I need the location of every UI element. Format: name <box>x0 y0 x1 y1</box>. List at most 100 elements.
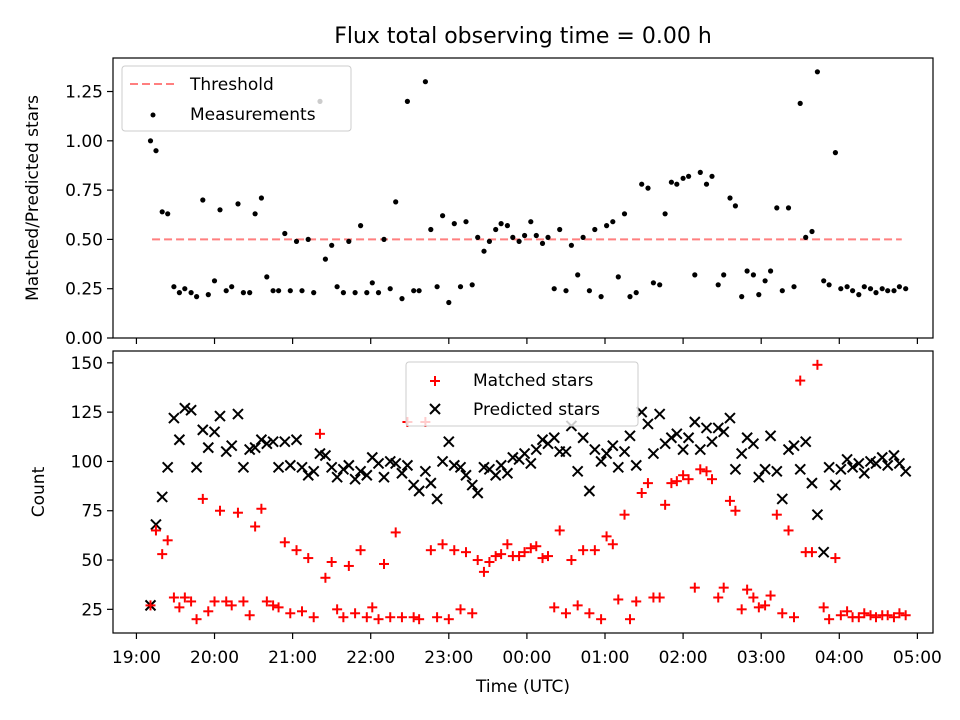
matched-star-point <box>285 608 296 619</box>
matched-star-point <box>894 608 905 619</box>
matched-star-point <box>432 612 443 623</box>
predicted-star-point <box>413 485 425 497</box>
top-x-ticks <box>135 338 918 344</box>
measurement-point <box>867 286 874 292</box>
matched-star-point <box>542 551 553 562</box>
matched-star-point <box>367 602 378 613</box>
predicted-star-point <box>272 461 285 474</box>
measurement-point <box>598 294 604 300</box>
predicted-star-point <box>161 461 174 474</box>
predicted-star-point <box>319 449 332 462</box>
predicted-star-point <box>771 465 783 478</box>
measurement-point <box>229 284 235 290</box>
measurement-point <box>176 290 182 296</box>
predicted-star-point <box>225 439 238 452</box>
predicted-star-point <box>343 459 355 472</box>
matched-star-point <box>859 608 870 619</box>
predicted-star-point <box>835 463 847 476</box>
measurement-point <box>329 242 335 248</box>
measurement-point <box>240 290 246 296</box>
measurement-point <box>369 280 375 286</box>
measurement-point <box>662 211 668 217</box>
measurement-point <box>404 98 410 104</box>
measurement-point <box>457 284 464 290</box>
predicted-star-point <box>354 465 367 478</box>
measurement-point <box>375 290 382 296</box>
matched-star-point <box>514 551 525 562</box>
predicted-star-point <box>249 441 261 454</box>
matched-star-point <box>654 592 665 603</box>
matched-star-point <box>320 572 331 583</box>
measurement-point <box>446 299 452 306</box>
measurement-point <box>650 280 657 286</box>
measurement-point <box>287 288 293 294</box>
bottom-y-tick-label: 75 <box>81 502 103 522</box>
predicted-star-point <box>853 457 865 470</box>
measurement-point <box>299 288 305 294</box>
measurement-point <box>797 100 803 106</box>
measurement-point <box>411 288 417 294</box>
matched-star-point <box>303 553 314 564</box>
matched-star-point <box>631 596 642 607</box>
measurement-point <box>493 226 499 233</box>
x-tick-label: 21:00 <box>268 648 317 668</box>
matched-star-point <box>414 614 425 625</box>
matched-star-point <box>250 521 261 532</box>
measurement-point <box>539 240 546 246</box>
matched-star-point <box>812 359 823 370</box>
measurement-point <box>686 173 692 179</box>
top-plot-area <box>147 69 909 306</box>
measurement-point <box>358 223 364 229</box>
measurement-point <box>850 288 856 294</box>
predicted-star-point <box>811 508 824 521</box>
predicted-star-point <box>677 443 689 456</box>
matched-star-point <box>572 600 583 611</box>
measurement-point <box>498 221 504 227</box>
predicted-star-point <box>729 463 742 476</box>
predicted-star-point <box>331 471 343 483</box>
matched-star-point <box>596 614 607 625</box>
top-y-tick-label: 1.00 <box>65 132 103 152</box>
matched-star-point <box>273 602 284 613</box>
matched-star-point <box>244 610 255 621</box>
measurement-point <box>750 272 757 278</box>
predicted-star-point <box>589 443 601 456</box>
matched-star-point <box>888 612 899 623</box>
x-tick-label: 01:00 <box>581 648 630 668</box>
matched-star-point <box>578 545 589 556</box>
matched-star-point <box>490 551 501 562</box>
predicted-star-point <box>208 426 221 438</box>
predicted-stars-legend-icon <box>429 403 441 415</box>
measurement-point <box>692 272 698 278</box>
top-y-tick-label: 1.25 <box>65 83 103 103</box>
measurement-point <box>580 234 586 240</box>
matched-star-point <box>760 600 771 611</box>
measurement-point <box>856 292 862 298</box>
measurement-point <box>762 278 768 284</box>
predicted-star-point <box>168 412 180 424</box>
matched-star-point <box>209 596 220 607</box>
measurement-point <box>809 228 815 235</box>
matched-star-point <box>835 610 846 621</box>
predicted-star-point <box>179 402 191 414</box>
measurement-point <box>264 274 270 280</box>
measurement-point <box>821 278 827 284</box>
measurement-point <box>276 288 282 294</box>
measurement-point <box>428 226 434 233</box>
matched-star-point <box>584 608 595 619</box>
predicted-star-point <box>560 445 572 458</box>
measurement-point <box>610 219 616 225</box>
measurement-point <box>568 242 575 248</box>
measurement-point <box>633 290 639 296</box>
measurement-point <box>592 226 598 233</box>
predicted-star-point <box>846 461 859 474</box>
measurement-point <box>832 150 839 156</box>
matched-star-point <box>314 428 325 439</box>
matched-star-point <box>900 610 911 621</box>
measurement-point <box>557 226 563 233</box>
predicted-star-point <box>156 491 168 503</box>
measurement-point <box>885 288 891 294</box>
x-tick-label: 20:00 <box>190 648 239 668</box>
matched-star-point <box>261 596 272 607</box>
matched-star-point <box>765 590 776 601</box>
